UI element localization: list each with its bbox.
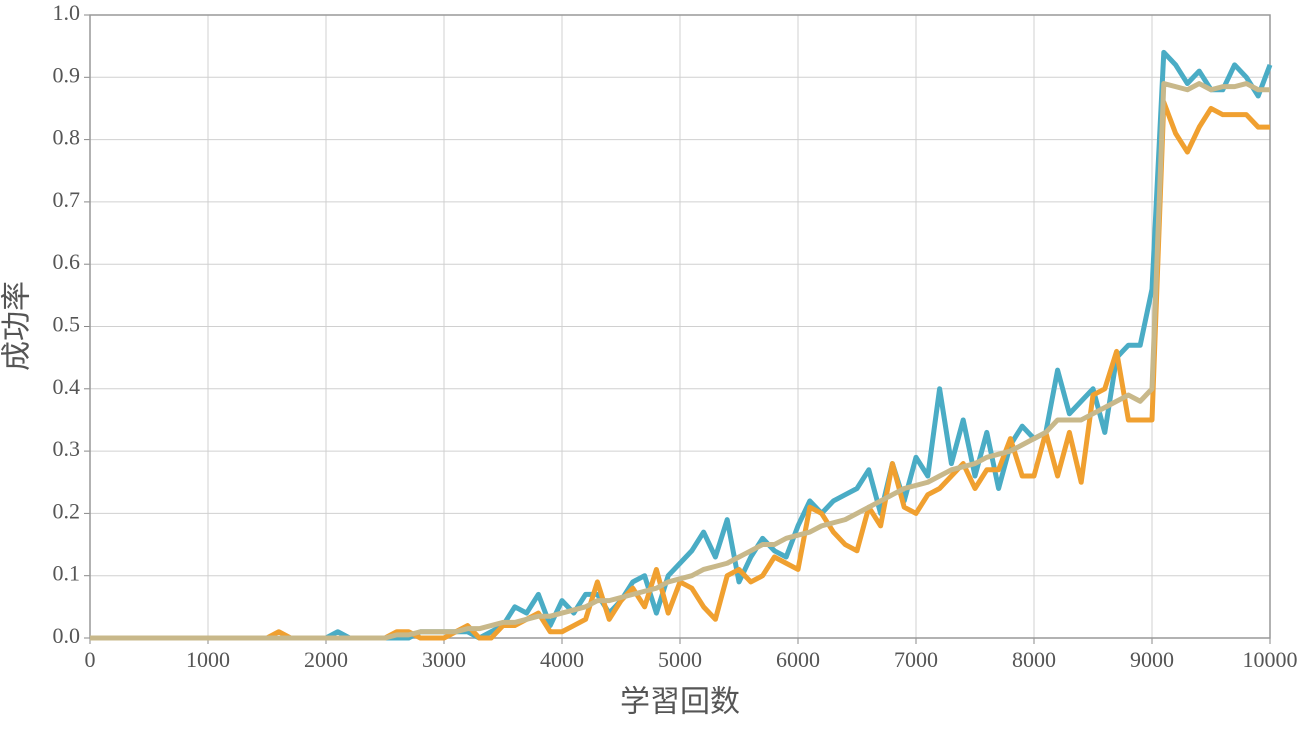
y-tick-label: 0.0 bbox=[53, 623, 81, 648]
x-tick-label: 9000 bbox=[1130, 647, 1174, 672]
x-tick-label: 7000 bbox=[894, 647, 938, 672]
y-tick-label: 1.0 bbox=[53, 0, 81, 25]
plot-frame bbox=[89, 14, 1271, 639]
y-tick-label: 0.4 bbox=[53, 374, 81, 399]
y-tick-label: 0.5 bbox=[53, 312, 81, 337]
y-tick-label: 0.6 bbox=[53, 249, 81, 274]
data-line bbox=[90, 81, 1270, 641]
x-tick-label: 6000 bbox=[776, 647, 820, 672]
y-tick-label: 0.1 bbox=[53, 561, 81, 586]
x-tick-label: 8000 bbox=[1012, 647, 1056, 672]
x-tick-label: 5000 bbox=[658, 647, 702, 672]
y-tick-label: 0.7 bbox=[53, 187, 81, 212]
y-axis-title: 成功率 bbox=[0, 281, 35, 371]
y-tick-label: 0.9 bbox=[53, 62, 81, 87]
x-tick-label: 10000 bbox=[1243, 647, 1298, 672]
x-axis-title: 学習回数 bbox=[620, 685, 740, 720]
y-tick-label: 0.3 bbox=[53, 436, 81, 461]
x-tick-label: 4000 bbox=[540, 647, 584, 672]
x-tick-label: 2000 bbox=[304, 647, 348, 672]
y-tick-label: 0.8 bbox=[53, 125, 81, 150]
x-tick-label: 0 bbox=[85, 647, 96, 672]
x-tick-label: 1000 bbox=[186, 647, 230, 672]
y-tick-label: 0.2 bbox=[53, 498, 81, 523]
x-tick-label: 3000 bbox=[422, 647, 466, 672]
